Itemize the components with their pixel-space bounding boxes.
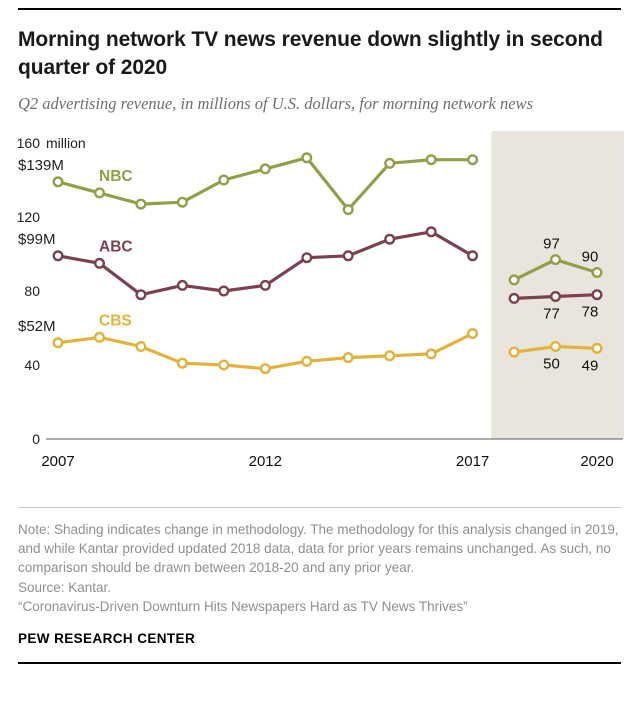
nbc-marker	[591, 267, 603, 279]
abc-series-label: ABC	[99, 238, 133, 255]
source-text: Source: Kantar.	[18, 579, 112, 595]
nbc-value-label: 90	[582, 249, 599, 266]
cbs-marker	[135, 341, 147, 353]
abc-marker	[301, 252, 313, 264]
abc-start-value: $99M	[18, 231, 56, 248]
nbc-marker	[342, 204, 354, 216]
nbc-marker	[384, 157, 396, 169]
nbc-marker	[259, 163, 271, 175]
x-tick-label: 2007	[41, 453, 74, 470]
cbs-marker	[259, 363, 271, 375]
cbs-marker	[93, 331, 105, 343]
cbs-marker	[550, 341, 562, 353]
y-tick-label: 160	[17, 135, 41, 151]
nbc-marker	[176, 196, 188, 208]
cbs-marker	[52, 337, 64, 349]
abc-marker	[591, 289, 603, 301]
nbc-marker	[467, 154, 479, 166]
cbs-marker	[425, 348, 437, 360]
y-tick-label: 0	[32, 431, 40, 447]
nbc-marker	[301, 152, 313, 164]
cbs-marker	[508, 346, 520, 358]
x-tick-label: 2012	[249, 453, 282, 470]
abc-marker	[550, 291, 562, 303]
cbs-marker	[176, 357, 188, 369]
nbc-marker	[52, 176, 64, 188]
abc-marker	[342, 250, 354, 262]
cbs-marker	[218, 359, 230, 371]
abc-value-label: 78	[582, 304, 599, 321]
nbc-series-label: NBC	[99, 168, 133, 185]
note-divider	[18, 507, 621, 509]
abc-marker	[467, 250, 479, 262]
abc-marker	[176, 280, 188, 292]
abc-marker	[218, 285, 230, 297]
y-tick-label: 120	[17, 209, 41, 225]
quote-text: “Coronavirus-Driven Downturn Hits Newspa…	[18, 598, 468, 614]
cbs-marker	[467, 328, 479, 340]
pew-research-center-wordmark: PEW RESEARCH CENTER	[18, 630, 196, 646]
nbc-marker	[508, 274, 520, 286]
nbc-start-value: $139M	[18, 157, 64, 174]
y-tick-label: 40	[24, 357, 40, 373]
abc-marker	[135, 289, 147, 301]
cbs-series-label: CBS	[99, 312, 132, 329]
nbc-marker	[93, 187, 105, 199]
bottom-divider	[18, 661, 621, 664]
note-text: Note: Shading indicates change in method…	[18, 522, 619, 576]
abc-marker	[259, 280, 271, 292]
nbc-value-label: 97	[543, 236, 560, 253]
cbs-start-value: $52M	[18, 318, 56, 335]
chart-svg: 0 40 80 120 160 million 2007 2012 2017 2020 $139M N…	[17, 131, 624, 470]
cbs-value-label: 50	[543, 356, 560, 373]
y-axis-unit-label: million	[46, 135, 86, 151]
line-chart: 0 40 80 120 160 million 2007 2012 2017 2020 $139M N…	[0, 121, 624, 483]
chart-title: Morning network TV news revenue down sli…	[18, 28, 603, 79]
abc-marker	[508, 293, 520, 305]
top-divider	[18, 8, 621, 10]
abc-marker	[93, 257, 105, 269]
abc-marker	[425, 226, 437, 238]
abc-marker	[52, 250, 64, 262]
chart-subtitle: Q2 advertising revenue, in millions of U…	[18, 93, 533, 113]
cbs-value-label: 49	[582, 357, 599, 374]
cbs-marker	[301, 355, 313, 367]
y-tick-label: 80	[24, 283, 40, 299]
nbc-marker	[550, 254, 562, 266]
methodology-shading	[491, 131, 624, 440]
x-tick-label: 2017	[456, 453, 489, 470]
cbs-marker	[591, 342, 603, 354]
nbc-marker	[218, 174, 230, 186]
nbc-marker	[135, 198, 147, 210]
abc-value-label: 77	[543, 306, 560, 323]
cbs-marker	[384, 350, 396, 362]
nbc-marker	[425, 154, 437, 166]
x-tick-label: 2020	[580, 453, 613, 470]
abc-marker	[384, 233, 396, 245]
cbs-marker	[342, 352, 354, 364]
